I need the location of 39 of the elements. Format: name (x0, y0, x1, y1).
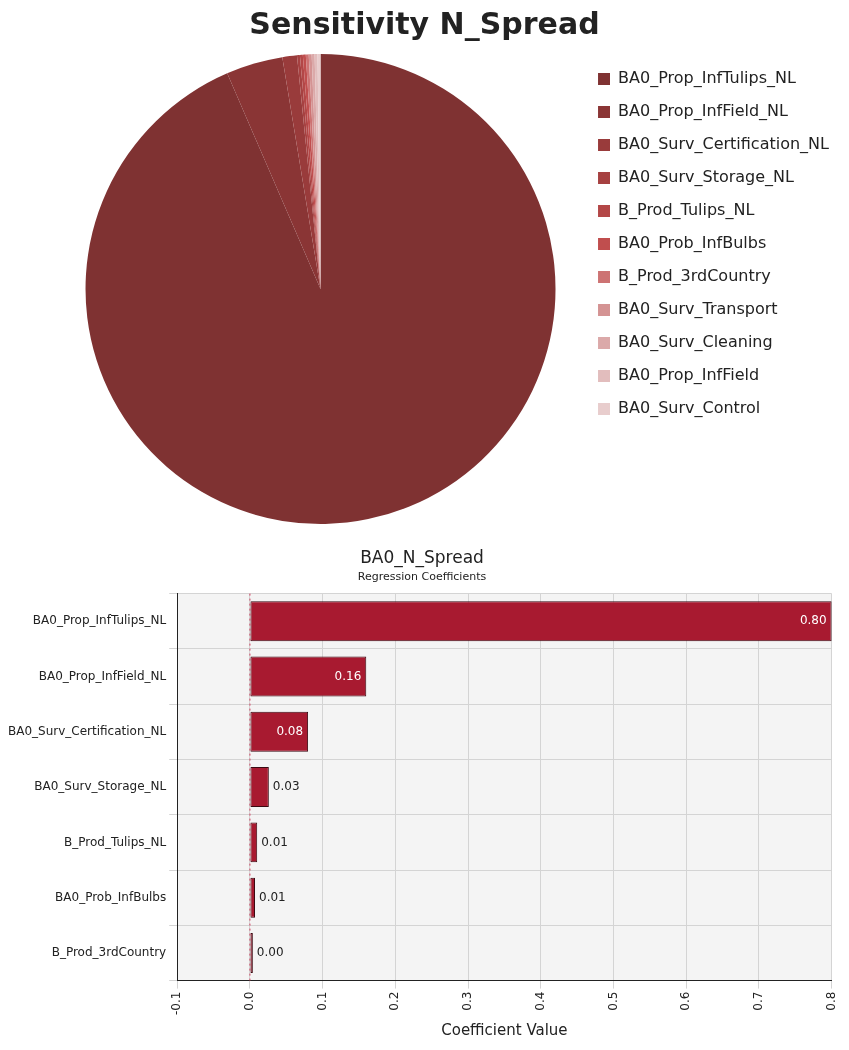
legend-label: BA0_Surv_Transport (618, 299, 778, 320)
y-tick-label: BA0_Surv_Storage_NL (34, 779, 167, 794)
x-tick-label: -0.1 (169, 991, 184, 1016)
x-tick-label: 0.3 (460, 991, 475, 1011)
legend-label: B_Prod_3rdCountry (618, 266, 771, 287)
data-label: 0.08 (276, 723, 304, 738)
chart-title: BA0_N_Spread (360, 546, 484, 568)
legend-label: BA0_Prob_InfBulbs (618, 233, 767, 254)
y-tick-label: B_Prod_Tulips_NL (64, 834, 167, 849)
legend-label: B_Prod_Tulips_NL (618, 200, 755, 221)
data-label: 0.00 (256, 945, 284, 960)
legend-label: BA0_Surv_Control (618, 398, 761, 419)
x-tick-label: 0.1 (314, 991, 329, 1011)
data-label: 0.80 (799, 613, 827, 628)
y-tick-label: B_Prod_3rdCountry (51, 945, 167, 960)
y-tick-label: BA0_Prob_InfBulbs (55, 889, 167, 904)
x-tick-label: 0.6 (678, 991, 693, 1011)
x-tick-label: 0.4 (532, 991, 547, 1011)
data-label: 0.01 (259, 889, 286, 904)
legend-label: BA0_Prop_InfField (618, 365, 760, 386)
legend-label: BA0_Prop_InfTulips_NL (618, 68, 796, 89)
legend-label: BA0_Surv_Certification_NL (618, 134, 830, 155)
data-label: 0.01 (261, 834, 288, 849)
legend-label: BA0_Surv_Cleaning (618, 332, 773, 353)
y-tick-label: BA0_Prop_InfField_NL (38, 668, 167, 683)
y-tick-label: BA0_Prop_InfTulips_NL (32, 613, 167, 628)
legend-label: BA0_Prop_InfField_NL (618, 101, 789, 122)
data-label: 0.03 (272, 779, 300, 794)
y-tick-label: BA0_Surv_Certification_NL (7, 723, 167, 738)
legend-label: BA0_Surv_Storage_NL (618, 167, 795, 188)
x-tick-label: 0.5 (605, 991, 620, 1011)
x-tick-label: 0.2 (387, 991, 402, 1011)
x-axis-title: Coefficient Value (441, 1020, 568, 1039)
x-tick-label: 0.7 (751, 991, 766, 1011)
chart-subtitle: Regression Coefficients (357, 569, 487, 583)
x-tick-label: 0.0 (242, 991, 257, 1011)
chart-title: Sensitivity N_Spread (248, 5, 601, 43)
data-label: 0.16 (334, 668, 362, 683)
x-tick-label: 0.8 (823, 991, 838, 1011)
